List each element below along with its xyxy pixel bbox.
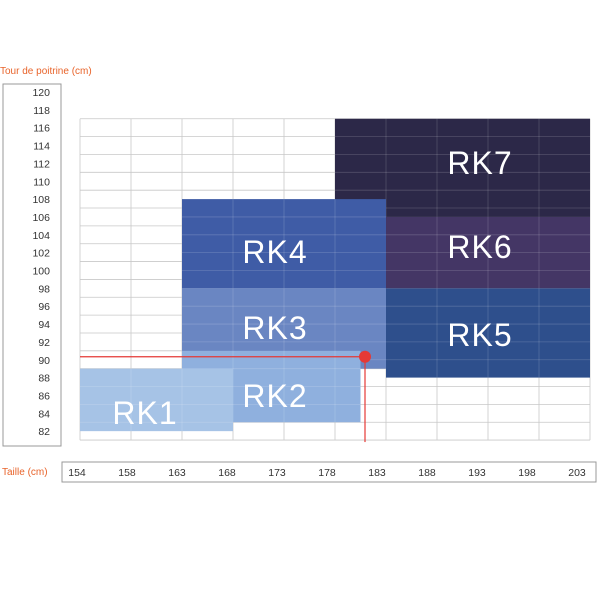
y-tick-label: 90 xyxy=(38,355,50,367)
x-tick-label: 188 xyxy=(418,467,436,479)
y-tick-label: 118 xyxy=(33,105,50,117)
y-tick-label: 88 xyxy=(38,373,50,385)
x-tick-label: 154 xyxy=(68,467,86,479)
y-tick-label: 100 xyxy=(32,266,50,278)
marker-dot xyxy=(359,350,371,363)
y-tick-label: 82 xyxy=(38,426,50,438)
y-tick-label: 106 xyxy=(32,212,50,224)
y-tick-label: 86 xyxy=(38,390,50,402)
zone-label-rk6: RK6 xyxy=(447,229,512,265)
y-tick-label: 96 xyxy=(38,301,50,313)
y-tick-label: 114 xyxy=(33,141,50,153)
y-axis-label: Tour de poitrine (cm) xyxy=(0,66,92,77)
x-axis-label: Taille (cm) xyxy=(2,467,48,478)
zone-rk6 xyxy=(386,216,590,289)
x-tick-label: 183 xyxy=(368,467,386,479)
x-tick-label: 158 xyxy=(118,467,136,479)
x-tick-label: 193 xyxy=(468,467,486,479)
y-tick-label: 110 xyxy=(33,176,50,188)
y-axis-box xyxy=(2,83,62,447)
x-tick-label: 173 xyxy=(268,467,286,479)
y-tick-label: 98 xyxy=(38,283,50,295)
y-tick-label: 116 xyxy=(33,123,50,135)
zone-label-rk4: RK4 xyxy=(242,234,307,270)
x-tick-label: 163 xyxy=(168,467,186,479)
y-tick-label: 108 xyxy=(32,194,50,206)
zone-label-rk1: RK1 xyxy=(112,395,177,431)
y-tick-label: 102 xyxy=(32,248,50,260)
x-tick-label: 203 xyxy=(568,467,586,479)
zone-labels: RK1 RK2 RK3 RK4 RK5 RK6 RK7 xyxy=(112,145,512,431)
y-tick-labels: 120 118 116 114 112 110 108 106 104 102 100 98 96 94 9… xyxy=(32,87,50,438)
x-tick-label: 178 xyxy=(318,467,336,479)
y-tick-label: 104 xyxy=(32,230,50,242)
x-tick-label: 198 xyxy=(518,467,536,479)
y-tick-label: 112 xyxy=(33,158,50,170)
y-tick-label: 120 xyxy=(32,87,50,99)
zone-label-rk5: RK5 xyxy=(447,317,512,353)
zone-rk1 xyxy=(80,368,233,432)
x-tick-label: 168 xyxy=(218,467,236,479)
zone-rk5 xyxy=(386,288,590,378)
y-tick-label: 94 xyxy=(38,319,50,331)
zone-label-rk2: RK2 xyxy=(242,378,307,414)
y-tick-label: 84 xyxy=(38,408,50,420)
zone-label-rk3: RK3 xyxy=(242,310,307,346)
size-marker xyxy=(80,350,371,443)
zone-rk4 xyxy=(182,199,386,289)
x-axis-box xyxy=(61,461,597,483)
y-tick-label: 92 xyxy=(38,337,50,349)
zone-label-rk7: RK7 xyxy=(447,145,512,181)
x-tick-labels: 154 158 163 168 173 178 183 188 193 198 203 xyxy=(68,467,586,479)
size-zones xyxy=(80,118,590,432)
